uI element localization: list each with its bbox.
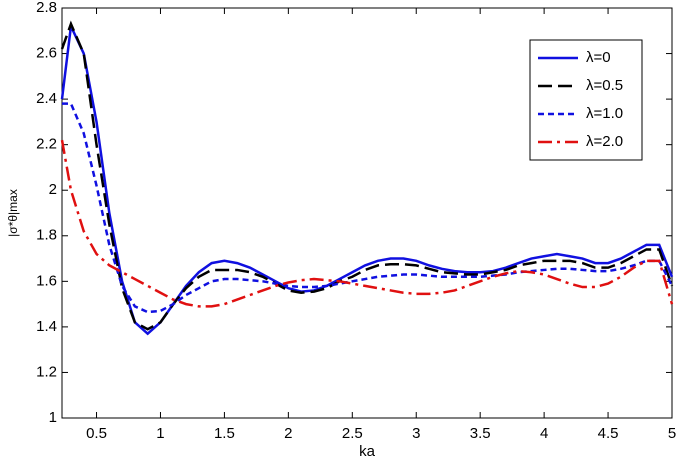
x-tick-label: 1 [156, 425, 164, 442]
x-tick-label: 3 [412, 425, 420, 442]
y-tick-label: 2.4 [36, 90, 57, 107]
y-axis-label: |σ*θ|max [6, 189, 20, 237]
x-axis-label: ka [359, 443, 376, 460]
x-tick-label: 2 [284, 425, 292, 442]
x-tick-label: 0.5 [86, 425, 107, 442]
legend: λ=0 λ=0.5 λ=1.0 λ=2.0 [529, 39, 643, 161]
series-line [62, 102, 674, 314]
x-tick-label: 1.5 [214, 425, 235, 442]
y-tick-label: 2 [49, 181, 57, 198]
y-tick-label: 1.6 [36, 272, 57, 289]
series-line [60, 20, 674, 331]
y-tick-label: 1.8 [36, 227, 57, 244]
y-tick-label: 2.2 [36, 136, 57, 153]
y-tick-label: 1.2 [36, 363, 57, 380]
y-tick-label: 1.4 [36, 318, 57, 335]
x-tick-label: 3.5 [470, 425, 491, 442]
legend-label: λ=0 [586, 49, 611, 66]
legend-box [529, 39, 643, 161]
series-line [60, 139, 674, 308]
x-tick-label: 4 [540, 425, 548, 442]
y-tick-label: 2.8 [36, 0, 57, 16]
y-tick-label: 1 [49, 409, 57, 426]
x-tick-label: 2.5 [342, 425, 363, 442]
x-tick-label: 4.5 [598, 425, 619, 442]
x-tick-label: 5 [668, 425, 676, 442]
y-tick-label: 2.6 [36, 45, 57, 62]
legend-label: λ=1.0 [586, 105, 623, 122]
legend-label: λ=0.5 [586, 77, 623, 94]
legend-label: λ=2.0 [586, 133, 623, 150]
